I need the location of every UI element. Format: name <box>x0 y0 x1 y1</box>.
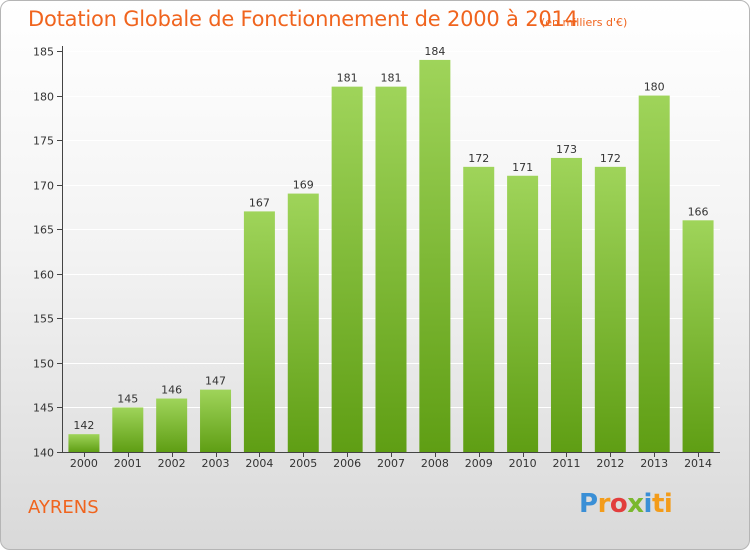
data-label-2009: 172 <box>468 152 489 165</box>
y-tick-label-165: 165 <box>33 224 54 237</box>
bar-2014 <box>682 220 714 452</box>
bar-2005 <box>287 193 319 453</box>
bar-2000 <box>68 434 100 452</box>
y-tick-label-150: 150 <box>33 358 54 371</box>
y-tick-label-145: 145 <box>33 402 54 415</box>
chart-title: Dotation Globale de Fonctionnement de 20… <box>28 7 578 31</box>
y-tick-label-160: 160 <box>33 269 54 282</box>
data-label-2004: 167 <box>249 196 270 209</box>
bar-2013 <box>638 95 670 453</box>
y-tick-label-180: 180 <box>33 91 54 104</box>
x-tick-label-2012: 2012 <box>596 457 624 470</box>
x-tick-label-2010: 2010 <box>509 457 537 470</box>
x-tick-label-2006: 2006 <box>333 457 361 470</box>
y-tick-label-175: 175 <box>33 135 54 148</box>
data-label-2003: 147 <box>205 375 226 388</box>
x-tick-label-2000: 2000 <box>70 457 98 470</box>
data-label-2000: 142 <box>73 419 94 432</box>
proxiti-logo: Proxiti <box>579 489 673 519</box>
data-label-2008: 184 <box>424 45 445 58</box>
y-tick-label-155: 155 <box>33 313 54 326</box>
x-tick-label-2003: 2003 <box>202 457 230 470</box>
data-label-2011: 173 <box>556 143 577 156</box>
bar-2008 <box>419 59 451 453</box>
bar-2011 <box>550 157 582 452</box>
bar-2010 <box>507 175 539 452</box>
data-label-2007: 181 <box>381 72 402 85</box>
x-tick-label-2007: 2007 <box>377 457 405 470</box>
data-label-2012: 172 <box>600 152 621 165</box>
y-tick-label-170: 170 <box>33 180 54 193</box>
data-label-2005: 169 <box>293 179 314 192</box>
x-tick-label-2013: 2013 <box>640 457 668 470</box>
y-tick-label-185: 185 <box>33 46 54 59</box>
x-tick-label-2011: 2011 <box>552 457 580 470</box>
bar-2007 <box>375 86 407 453</box>
commune-name: AYRENS <box>28 497 99 518</box>
bar-2004 <box>243 211 275 452</box>
data-label-2006: 181 <box>337 72 358 85</box>
data-label-2013: 180 <box>644 81 665 94</box>
data-label-2010: 171 <box>512 161 533 174</box>
data-label-2014: 166 <box>688 205 709 218</box>
chart-unit: (en milliers d'€) <box>541 16 628 29</box>
bar-2002 <box>156 398 188 452</box>
bar-2009 <box>463 166 495 452</box>
data-label-2001: 145 <box>117 392 138 405</box>
x-tick-label-2004: 2004 <box>245 457 273 470</box>
data-label-2002: 146 <box>161 384 182 397</box>
bar-2006 <box>331 86 363 453</box>
bar-2012 <box>594 166 626 452</box>
x-tick-label-2009: 2009 <box>465 457 493 470</box>
x-tick-label-2005: 2005 <box>289 457 317 470</box>
bar-2001 <box>112 407 144 452</box>
bar-2003 <box>200 389 232 452</box>
x-tick-label-2002: 2002 <box>158 457 186 470</box>
x-tick-label-2001: 2001 <box>114 457 142 470</box>
x-tick-label-2008: 2008 <box>421 457 449 470</box>
x-tick-label-2014: 2014 <box>684 457 712 470</box>
y-tick-label-140: 140 <box>33 447 54 460</box>
